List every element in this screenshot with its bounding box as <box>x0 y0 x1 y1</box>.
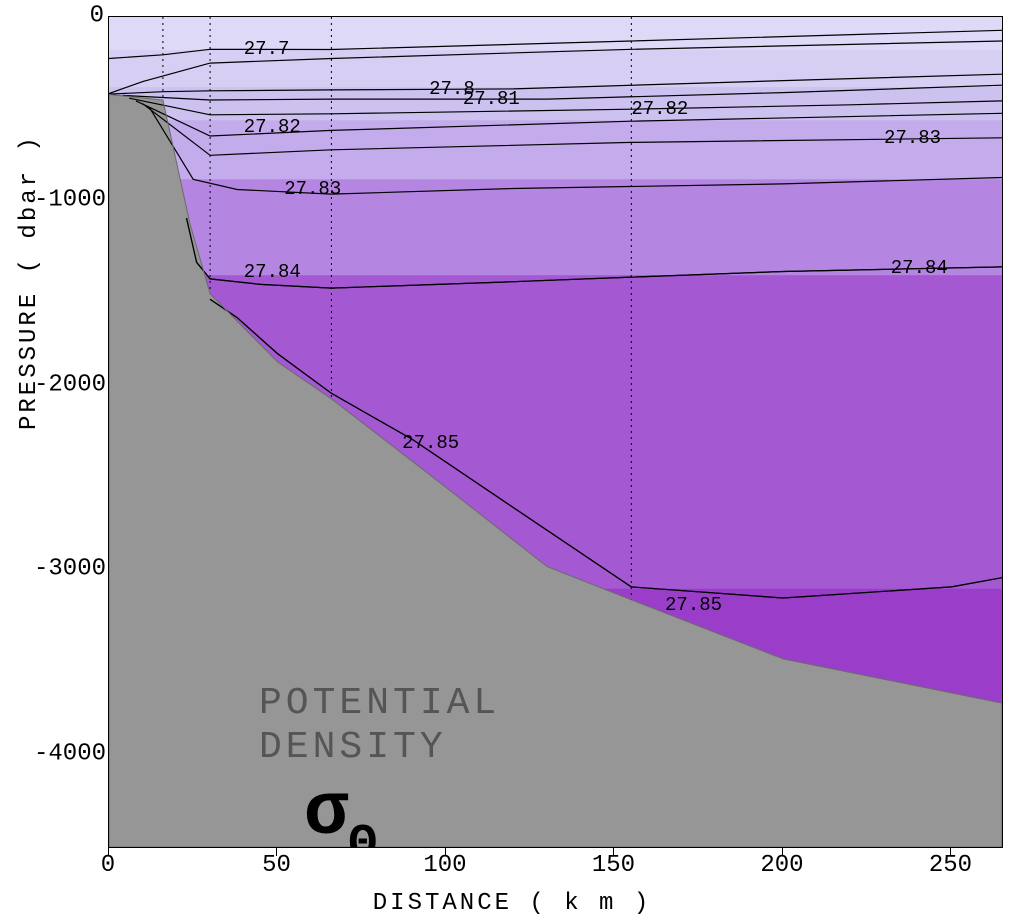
x-tick-label: 50 <box>262 852 291 879</box>
sigma-theta-symbol: σΘ <box>304 772 377 848</box>
contour-label: 27.84 <box>244 261 301 283</box>
plot-area: 27.727.827.8127.8227.8227.8327.8327.8427… <box>108 16 1003 848</box>
y-tick-label: -2000 <box>34 371 104 398</box>
y-tick-label: -1000 <box>34 187 104 214</box>
x-tick-label: 250 <box>929 852 972 879</box>
x-tick-label: 100 <box>423 852 466 879</box>
x-tick-label: 200 <box>760 852 803 879</box>
contour-label: 27.82 <box>631 98 688 120</box>
y-tick-label: -3000 <box>34 556 104 583</box>
y-tick-label: -4000 <box>34 740 104 767</box>
contour-label: 27.85 <box>665 594 722 616</box>
contour-label: 27.84 <box>891 257 948 279</box>
overlay-line2: DENSITY <box>259 726 447 769</box>
overlay-line1: POTENTIAL <box>259 682 500 725</box>
contour-label: 27.81 <box>463 88 520 110</box>
contour-label: 27.83 <box>884 127 941 149</box>
contour-label: 27.85 <box>402 432 459 454</box>
contour-label: 27.83 <box>284 178 341 200</box>
x-tick-label: 0 <box>101 852 115 879</box>
y-tick-label: 0 <box>34 3 104 30</box>
contour-label: 27.82 <box>244 116 301 138</box>
x-tick-label: 150 <box>592 852 635 879</box>
x-axis-label: DISTANCE ( k m ) <box>0 890 1024 917</box>
overlay-title: POTENTIAL DENSITY <box>259 682 500 769</box>
contour-label: 27.7 <box>244 38 290 60</box>
